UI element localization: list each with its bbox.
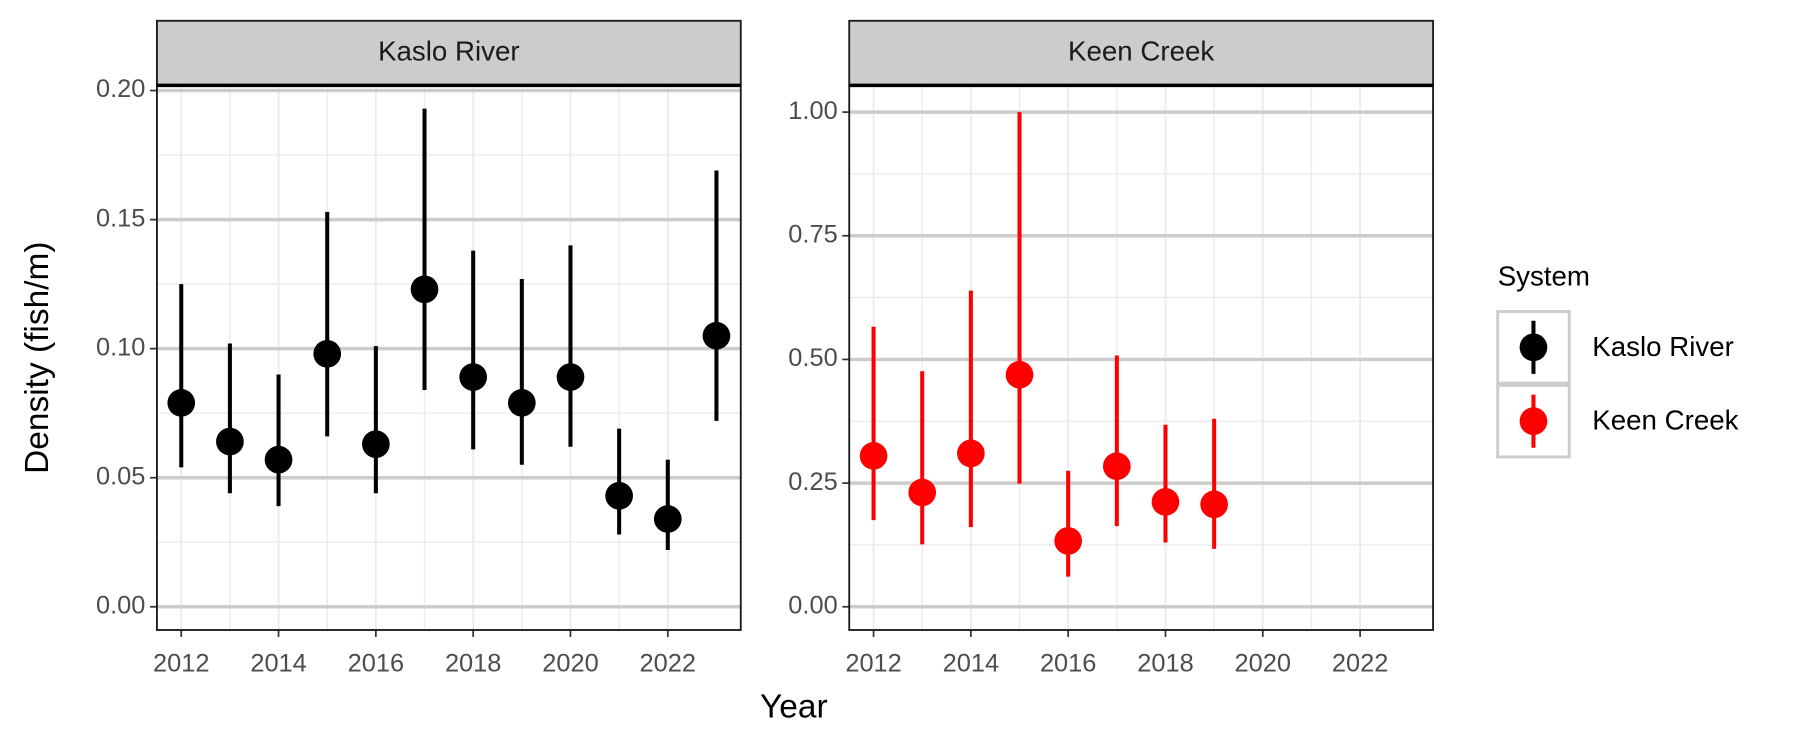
strip-label: Keen Creek	[1068, 35, 1214, 66]
point	[556, 363, 585, 391]
x-tick-label: 2012	[845, 649, 901, 677]
point	[362, 430, 390, 459]
panel-background	[849, 85, 1434, 630]
x-tick-label: 2014	[250, 649, 306, 677]
y-tick-label: 0.05	[96, 462, 145, 490]
x-tick-label: 2012	[153, 649, 209, 677]
point	[1102, 452, 1131, 481]
x-tick-label: 2020	[542, 649, 598, 677]
point	[264, 445, 293, 474]
point	[507, 389, 536, 417]
y-tick-label: 0.25	[788, 468, 837, 496]
y-tick-label: 0.10	[96, 333, 145, 361]
x-tick-label: 2022	[640, 649, 696, 677]
x-tick-label: 2020	[1235, 649, 1291, 677]
point	[1054, 527, 1083, 555]
x-tick-label: 2016	[348, 649, 404, 677]
y-tick-label: 0.50	[788, 344, 837, 372]
legend-title: System	[1498, 260, 1590, 291]
point	[1200, 490, 1228, 519]
point	[653, 505, 682, 533]
point	[410, 275, 439, 304]
strip-label: Kaslo River	[378, 35, 520, 66]
point	[1005, 360, 1034, 389]
y-tick-label: 0.20	[96, 75, 145, 103]
point	[605, 481, 633, 510]
strip	[156, 19, 742, 87]
strip	[848, 19, 1434, 87]
x-tick-label: 2018	[1137, 649, 1193, 677]
panel-background	[156, 85, 741, 630]
legend-label: Kaslo River	[1592, 331, 1734, 362]
legend-point	[1519, 333, 1548, 362]
y-axis-title: Density (fish/m)	[19, 242, 56, 474]
y-tick-label: 0.00	[96, 591, 145, 619]
y-tick-label: 0.15	[96, 204, 145, 232]
x-tick-label: 2018	[445, 649, 501, 677]
x-axis-title: Year	[760, 688, 828, 725]
point	[313, 339, 342, 368]
point	[957, 439, 985, 468]
legend-point	[1519, 407, 1548, 435]
point	[859, 442, 888, 470]
y-tick-label: 0.00	[788, 591, 837, 619]
x-tick-label: 2014	[943, 649, 999, 677]
y-tick-label: 1.00	[788, 97, 837, 125]
y-tick-label: 0.75	[788, 220, 837, 248]
point	[216, 427, 244, 456]
point	[702, 321, 731, 350]
point	[908, 478, 937, 507]
point	[1151, 488, 1180, 516]
x-tick-label: 2016	[1040, 649, 1096, 677]
x-tick-label: 2022	[1332, 649, 1388, 677]
point	[167, 389, 196, 417]
point	[459, 363, 488, 391]
legend-label: Keen Creek	[1592, 405, 1738, 436]
